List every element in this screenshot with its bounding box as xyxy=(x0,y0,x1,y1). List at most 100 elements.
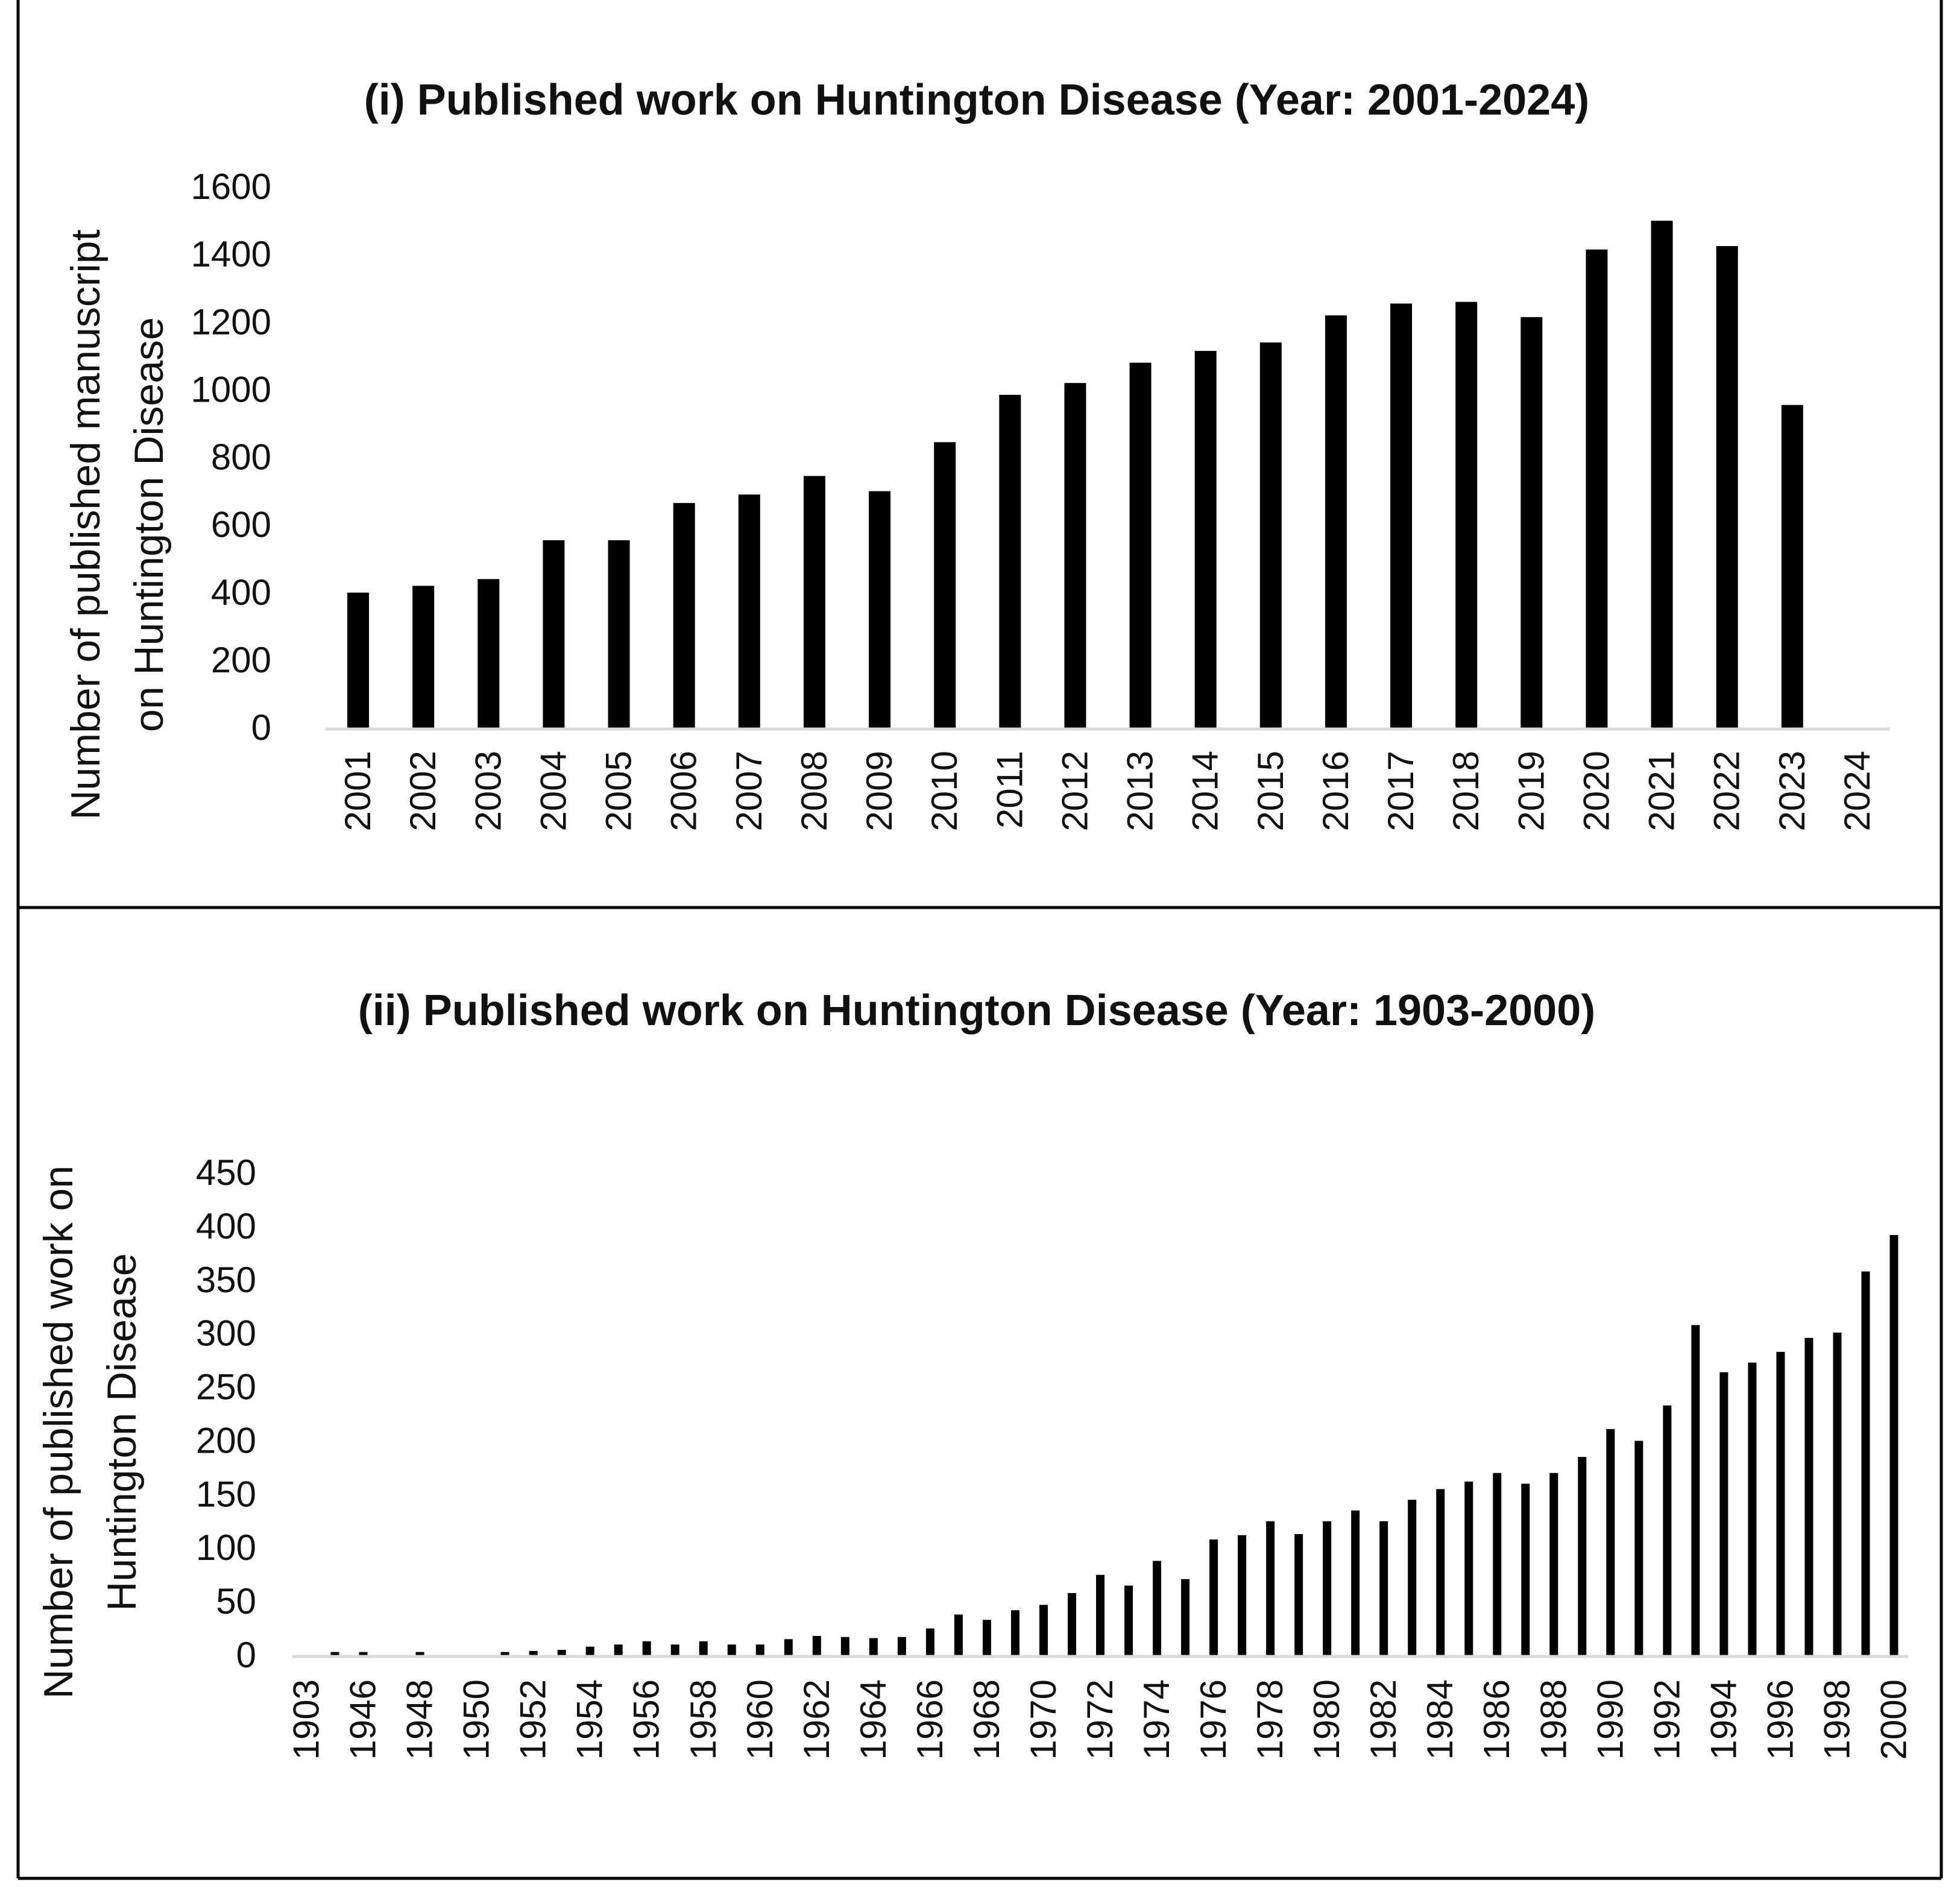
bar-2020 xyxy=(1586,249,1608,728)
y-tick-label: 1600 xyxy=(191,166,271,207)
y-tick-label: 450 xyxy=(196,1152,256,1193)
bar-1954 xyxy=(585,1646,594,1655)
chart-1-x-ticks: 2001 2002 2003 2004 2005 2006 2007 2008 2009 2010… xyxy=(338,751,1877,831)
bar-1970 xyxy=(1039,1605,1048,1655)
y-tick-label: 0 xyxy=(236,1635,256,1675)
bar-2013 xyxy=(1129,362,1152,728)
x-tick-label-1984: 1984 xyxy=(1420,1679,1460,1760)
x-tick-label-1966: 1966 xyxy=(910,1679,950,1760)
chart-1-bars xyxy=(347,221,1803,728)
bar-1975 xyxy=(1181,1579,1190,1655)
bar-1990 xyxy=(1606,1429,1615,1655)
bar-2004 xyxy=(543,540,565,728)
chart-1-title: (i) Published work on Huntington Disease… xyxy=(364,76,1590,124)
bar-2014 xyxy=(1194,350,1217,728)
bar-2015 xyxy=(1259,342,1282,728)
bar-1980 xyxy=(1323,1521,1332,1655)
bar-1996 xyxy=(1776,1351,1785,1655)
y-tick-label: 350 xyxy=(196,1260,256,1300)
y-tick-label: 600 xyxy=(211,505,271,545)
x-tick-label-1996: 1996 xyxy=(1760,1679,1800,1760)
bar-1991 xyxy=(1634,1441,1643,1655)
bar-1951 xyxy=(500,1652,509,1655)
x-tick-label-1980: 1980 xyxy=(1306,1679,1347,1760)
bar-1955 xyxy=(614,1644,623,1655)
bar-1953 xyxy=(557,1650,566,1655)
bar-1974 xyxy=(1153,1561,1162,1655)
bar-1989 xyxy=(1578,1457,1587,1655)
x-tick-label-2005: 2005 xyxy=(599,751,639,831)
x-tick-label-1950: 1950 xyxy=(456,1679,497,1760)
bar-1945 xyxy=(330,1652,339,1655)
chart-1-y-ticks: 0 200 400 600 800 1000 1200 1400 1600 xyxy=(191,166,271,748)
y-tick-label: 1200 xyxy=(191,302,271,342)
x-tick-label-1994: 1994 xyxy=(1703,1679,1744,1760)
x-tick-label-2012: 2012 xyxy=(1054,751,1095,831)
x-tick-label-2015: 2015 xyxy=(1250,751,1291,831)
bar-1987 xyxy=(1521,1483,1530,1655)
bar-1982 xyxy=(1379,1521,1388,1655)
x-tick-label-1958: 1958 xyxy=(683,1679,723,1760)
bar-2017 xyxy=(1390,303,1413,728)
chart-2-title: (ii) Published work on Huntington Diseas… xyxy=(358,987,1596,1035)
bar-1964 xyxy=(869,1638,878,1655)
x-tick-label-1903: 1903 xyxy=(286,1679,327,1760)
bar-1983 xyxy=(1408,1500,1417,1655)
x-tick-label-2023: 2023 xyxy=(1772,751,1812,831)
x-tick-label-1998: 1998 xyxy=(1817,1679,1857,1760)
x-tick-label-1948: 1948 xyxy=(400,1679,440,1760)
y-tick-label: 400 xyxy=(196,1206,256,1246)
y-tick-label: 1400 xyxy=(191,234,271,274)
x-tick-label-2024: 2024 xyxy=(1837,751,1877,831)
chart-2-bars xyxy=(330,1235,1899,1655)
x-tick-label-1990: 1990 xyxy=(1590,1679,1630,1760)
bar-1959 xyxy=(727,1644,736,1655)
x-tick-label-2002: 2002 xyxy=(403,751,443,831)
x-tick-label-2000: 2000 xyxy=(1873,1679,1914,1760)
bar-2012 xyxy=(1064,383,1086,728)
bar-1965 xyxy=(897,1637,906,1655)
bar-2003 xyxy=(477,579,500,728)
bar-1967 xyxy=(954,1614,963,1655)
x-tick-label-2003: 2003 xyxy=(468,751,508,831)
bar-2006 xyxy=(673,503,695,728)
y-tick-label: 250 xyxy=(196,1367,256,1407)
x-tick-label-2007: 2007 xyxy=(729,751,769,831)
bar-1968 xyxy=(982,1620,991,1655)
bar-1960 xyxy=(755,1644,764,1655)
bar-1952 xyxy=(529,1650,538,1655)
x-tick-label-2018: 2018 xyxy=(1446,751,1486,831)
bar-1993 xyxy=(1691,1325,1700,1655)
bar-2018 xyxy=(1455,302,1478,728)
y-tick-label: 1000 xyxy=(191,369,271,409)
x-tick-label-1960: 1960 xyxy=(740,1679,780,1760)
x-tick-label-1970: 1970 xyxy=(1023,1679,1064,1760)
bar-1985 xyxy=(1464,1482,1473,1655)
bar-1997 xyxy=(1804,1337,1813,1655)
x-tick-label-2008: 2008 xyxy=(794,751,834,831)
x-tick-label-2011: 2011 xyxy=(989,751,1030,829)
bar-1976 xyxy=(1209,1539,1218,1655)
x-tick-label-1972: 1972 xyxy=(1080,1679,1120,1760)
bar-1946 xyxy=(359,1652,368,1655)
x-tick-label-1992: 1992 xyxy=(1646,1679,1687,1760)
chart-2-x-ticks: 1903 1946 1948 1950 1952 1954 1956 1958 1960 1962… xyxy=(286,1679,1914,1760)
y-tick-label: 300 xyxy=(196,1313,256,1354)
bar-1963 xyxy=(840,1637,849,1655)
y-tick-label: 0 xyxy=(251,707,271,748)
bar-1961 xyxy=(784,1639,793,1655)
x-tick-label-1974: 1974 xyxy=(1136,1679,1177,1760)
bar-1969 xyxy=(1010,1610,1019,1655)
y-tick-label: 400 xyxy=(211,572,271,613)
x-tick-label-2019: 2019 xyxy=(1511,751,1551,831)
y-tick-label: 100 xyxy=(196,1527,256,1568)
y-tick-label: 50 xyxy=(216,1581,256,1621)
bar-1992 xyxy=(1663,1405,1672,1655)
bar-1958 xyxy=(699,1641,708,1655)
bar-1973 xyxy=(1124,1585,1133,1655)
bar-1948 xyxy=(415,1652,424,1655)
bar-2007 xyxy=(738,494,760,728)
x-tick-label-2001: 2001 xyxy=(338,751,378,831)
x-tick-label-2009: 2009 xyxy=(859,751,900,831)
bar-1966 xyxy=(925,1628,934,1655)
